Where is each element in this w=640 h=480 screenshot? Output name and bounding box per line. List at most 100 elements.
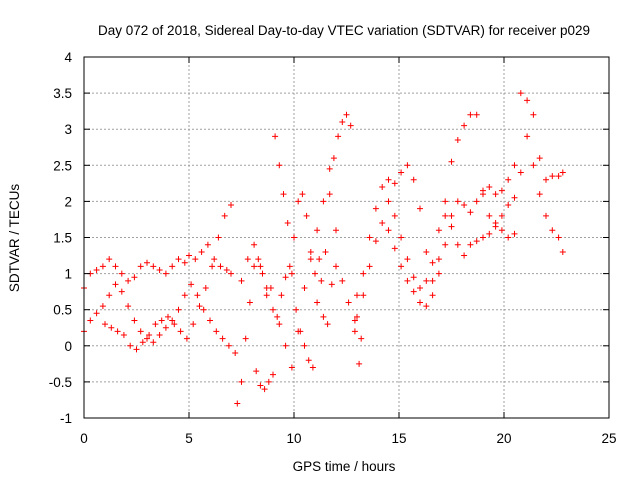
data-point-marker (448, 158, 455, 165)
data-point-marker (137, 263, 144, 270)
data-point-marker (454, 241, 461, 248)
data-point-marker (133, 346, 140, 353)
data-point-marker (280, 191, 287, 198)
data-point-marker (276, 321, 283, 328)
data-point-marker (288, 270, 295, 277)
data-point-marker (217, 263, 224, 270)
data-point-marker (309, 364, 316, 371)
data-point-marker (339, 118, 346, 125)
data-point-marker (242, 335, 249, 342)
data-point-marker (114, 328, 121, 335)
data-point-marker (330, 155, 337, 162)
data-point-marker (257, 382, 264, 389)
data-point-marker (423, 303, 430, 310)
data-point-marker (423, 248, 430, 255)
data-point-marker (358, 335, 365, 342)
data-point-marker (505, 234, 512, 241)
data-point-marker (339, 277, 346, 284)
data-point-marker (188, 281, 195, 288)
data-point-marker (322, 248, 329, 255)
data-point-marker (316, 256, 323, 263)
data-point-marker (385, 198, 392, 205)
data-point-marker (272, 133, 279, 140)
data-point-marker (467, 241, 474, 248)
data-point-marker (486, 212, 493, 219)
y-tick-label: 0 (64, 339, 72, 354)
data-point-marker (186, 252, 192, 259)
data-point-marker (404, 277, 411, 284)
data-point-marker (417, 299, 423, 306)
data-point-marker (106, 292, 113, 299)
data-point-marker (238, 277, 245, 284)
data-point-marker (530, 111, 537, 118)
data-point-marker (303, 212, 310, 219)
series-track-h (354, 90, 566, 320)
data-point-marker (307, 248, 314, 255)
data-point-marker (391, 212, 398, 219)
data-point-marker (158, 317, 165, 324)
data-point-marker (351, 317, 358, 324)
data-point-marker (228, 270, 234, 277)
data-point-marker (410, 288, 417, 295)
data-point-marker (333, 227, 339, 234)
data-point-marker (385, 176, 392, 183)
data-point-marker (276, 162, 283, 169)
data-point-marker (307, 256, 314, 263)
data-point-marker (169, 317, 176, 324)
data-point-marker (461, 252, 468, 259)
data-point-marker (112, 263, 119, 270)
data-point-marker (372, 238, 379, 245)
data-point-marker (498, 212, 505, 219)
data-point-marker (429, 259, 436, 266)
data-point-marker (530, 162, 537, 169)
data-point-marker (125, 303, 132, 310)
series-track-e (238, 165, 365, 371)
x-tick-label: 25 (601, 431, 616, 446)
data-point-marker (204, 241, 211, 248)
data-points (81, 90, 566, 407)
data-point-marker (291, 234, 297, 241)
data-point-marker (559, 169, 566, 176)
data-point-marker (286, 263, 293, 270)
data-point-marker (169, 263, 176, 270)
data-point-marker (265, 378, 272, 385)
y-tick-label: 4 (64, 50, 72, 65)
data-point-marker (461, 202, 468, 209)
data-point-marker (263, 292, 270, 299)
data-point-marker (112, 281, 119, 288)
data-point-marker (282, 274, 289, 281)
data-point-marker (435, 270, 442, 277)
data-point-marker (314, 227, 321, 234)
data-point-marker (171, 321, 178, 328)
data-point-marker (106, 256, 113, 263)
data-point-marker (417, 205, 423, 212)
data-point-marker (261, 386, 268, 393)
data-point-marker (391, 180, 398, 187)
data-point-marker (385, 227, 392, 234)
data-point-marker (251, 263, 258, 270)
data-point-marker (543, 176, 549, 183)
data-point-marker (194, 292, 201, 299)
data-point-marker (288, 364, 295, 371)
data-point-marker (448, 212, 455, 219)
x-tick-label: 15 (391, 431, 406, 446)
data-point-marker (102, 321, 108, 328)
data-point-marker (207, 317, 213, 324)
data-point-marker (312, 270, 318, 277)
data-point-marker (305, 357, 312, 364)
data-point-marker (351, 328, 358, 335)
data-point-marker (223, 266, 230, 273)
data-point-marker (99, 303, 106, 310)
x-tick-label: 20 (496, 431, 511, 446)
data-point-marker (379, 220, 386, 227)
data-point-marker (480, 234, 486, 241)
data-point-marker (198, 248, 205, 255)
data-point-marker (131, 317, 138, 324)
y-tick-label: -1 (60, 411, 72, 426)
data-point-marker (215, 234, 222, 241)
series-track-g (354, 97, 566, 299)
data-point-marker (125, 277, 132, 284)
data-point-marker (181, 259, 188, 266)
data-point-marker (435, 227, 442, 234)
